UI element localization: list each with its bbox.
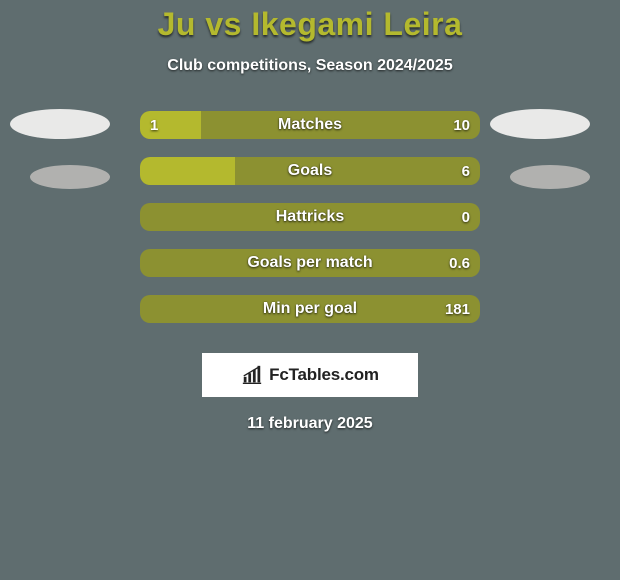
stat-fill bbox=[140, 157, 235, 185]
stat-fill bbox=[140, 111, 201, 139]
stat-row-goals: Goals 6 bbox=[140, 157, 480, 185]
title-vs: vs bbox=[196, 6, 251, 42]
date-text: 11 february 2025 bbox=[0, 415, 620, 433]
stat-row-hattricks: Hattricks 0 bbox=[140, 203, 480, 231]
avatar-placeholder-left-2 bbox=[30, 165, 110, 189]
page-title: Ju vs Ikegami Leira bbox=[0, 0, 620, 43]
stats-chart: 1 Matches 10 Goals 6 Hattricks 0 Goals p… bbox=[0, 111, 620, 341]
avatar-placeholder-right-2 bbox=[510, 165, 590, 189]
brand-text: FcTables.com bbox=[269, 365, 379, 385]
stat-track bbox=[140, 203, 480, 231]
subtitle: Club competitions, Season 2024/2025 bbox=[0, 57, 620, 75]
stat-row-goals-per-match: Goals per match 0.6 bbox=[140, 249, 480, 277]
brand-badge: FcTables.com bbox=[202, 353, 418, 397]
comparison-infographic: Ju vs Ikegami Leira Club competitions, S… bbox=[0, 0, 620, 580]
stat-row-min-per-goal: Min per goal 181 bbox=[140, 295, 480, 323]
avatar-placeholder-left-1 bbox=[10, 109, 110, 139]
bar-chart-icon bbox=[241, 364, 263, 386]
avatar-placeholder-right-1 bbox=[490, 109, 590, 139]
stat-row-matches: 1 Matches 10 bbox=[140, 111, 480, 139]
title-player-left: Ju bbox=[158, 6, 196, 42]
title-player-right: Ikegami Leira bbox=[251, 6, 462, 42]
stat-track bbox=[140, 249, 480, 277]
stat-track bbox=[140, 295, 480, 323]
